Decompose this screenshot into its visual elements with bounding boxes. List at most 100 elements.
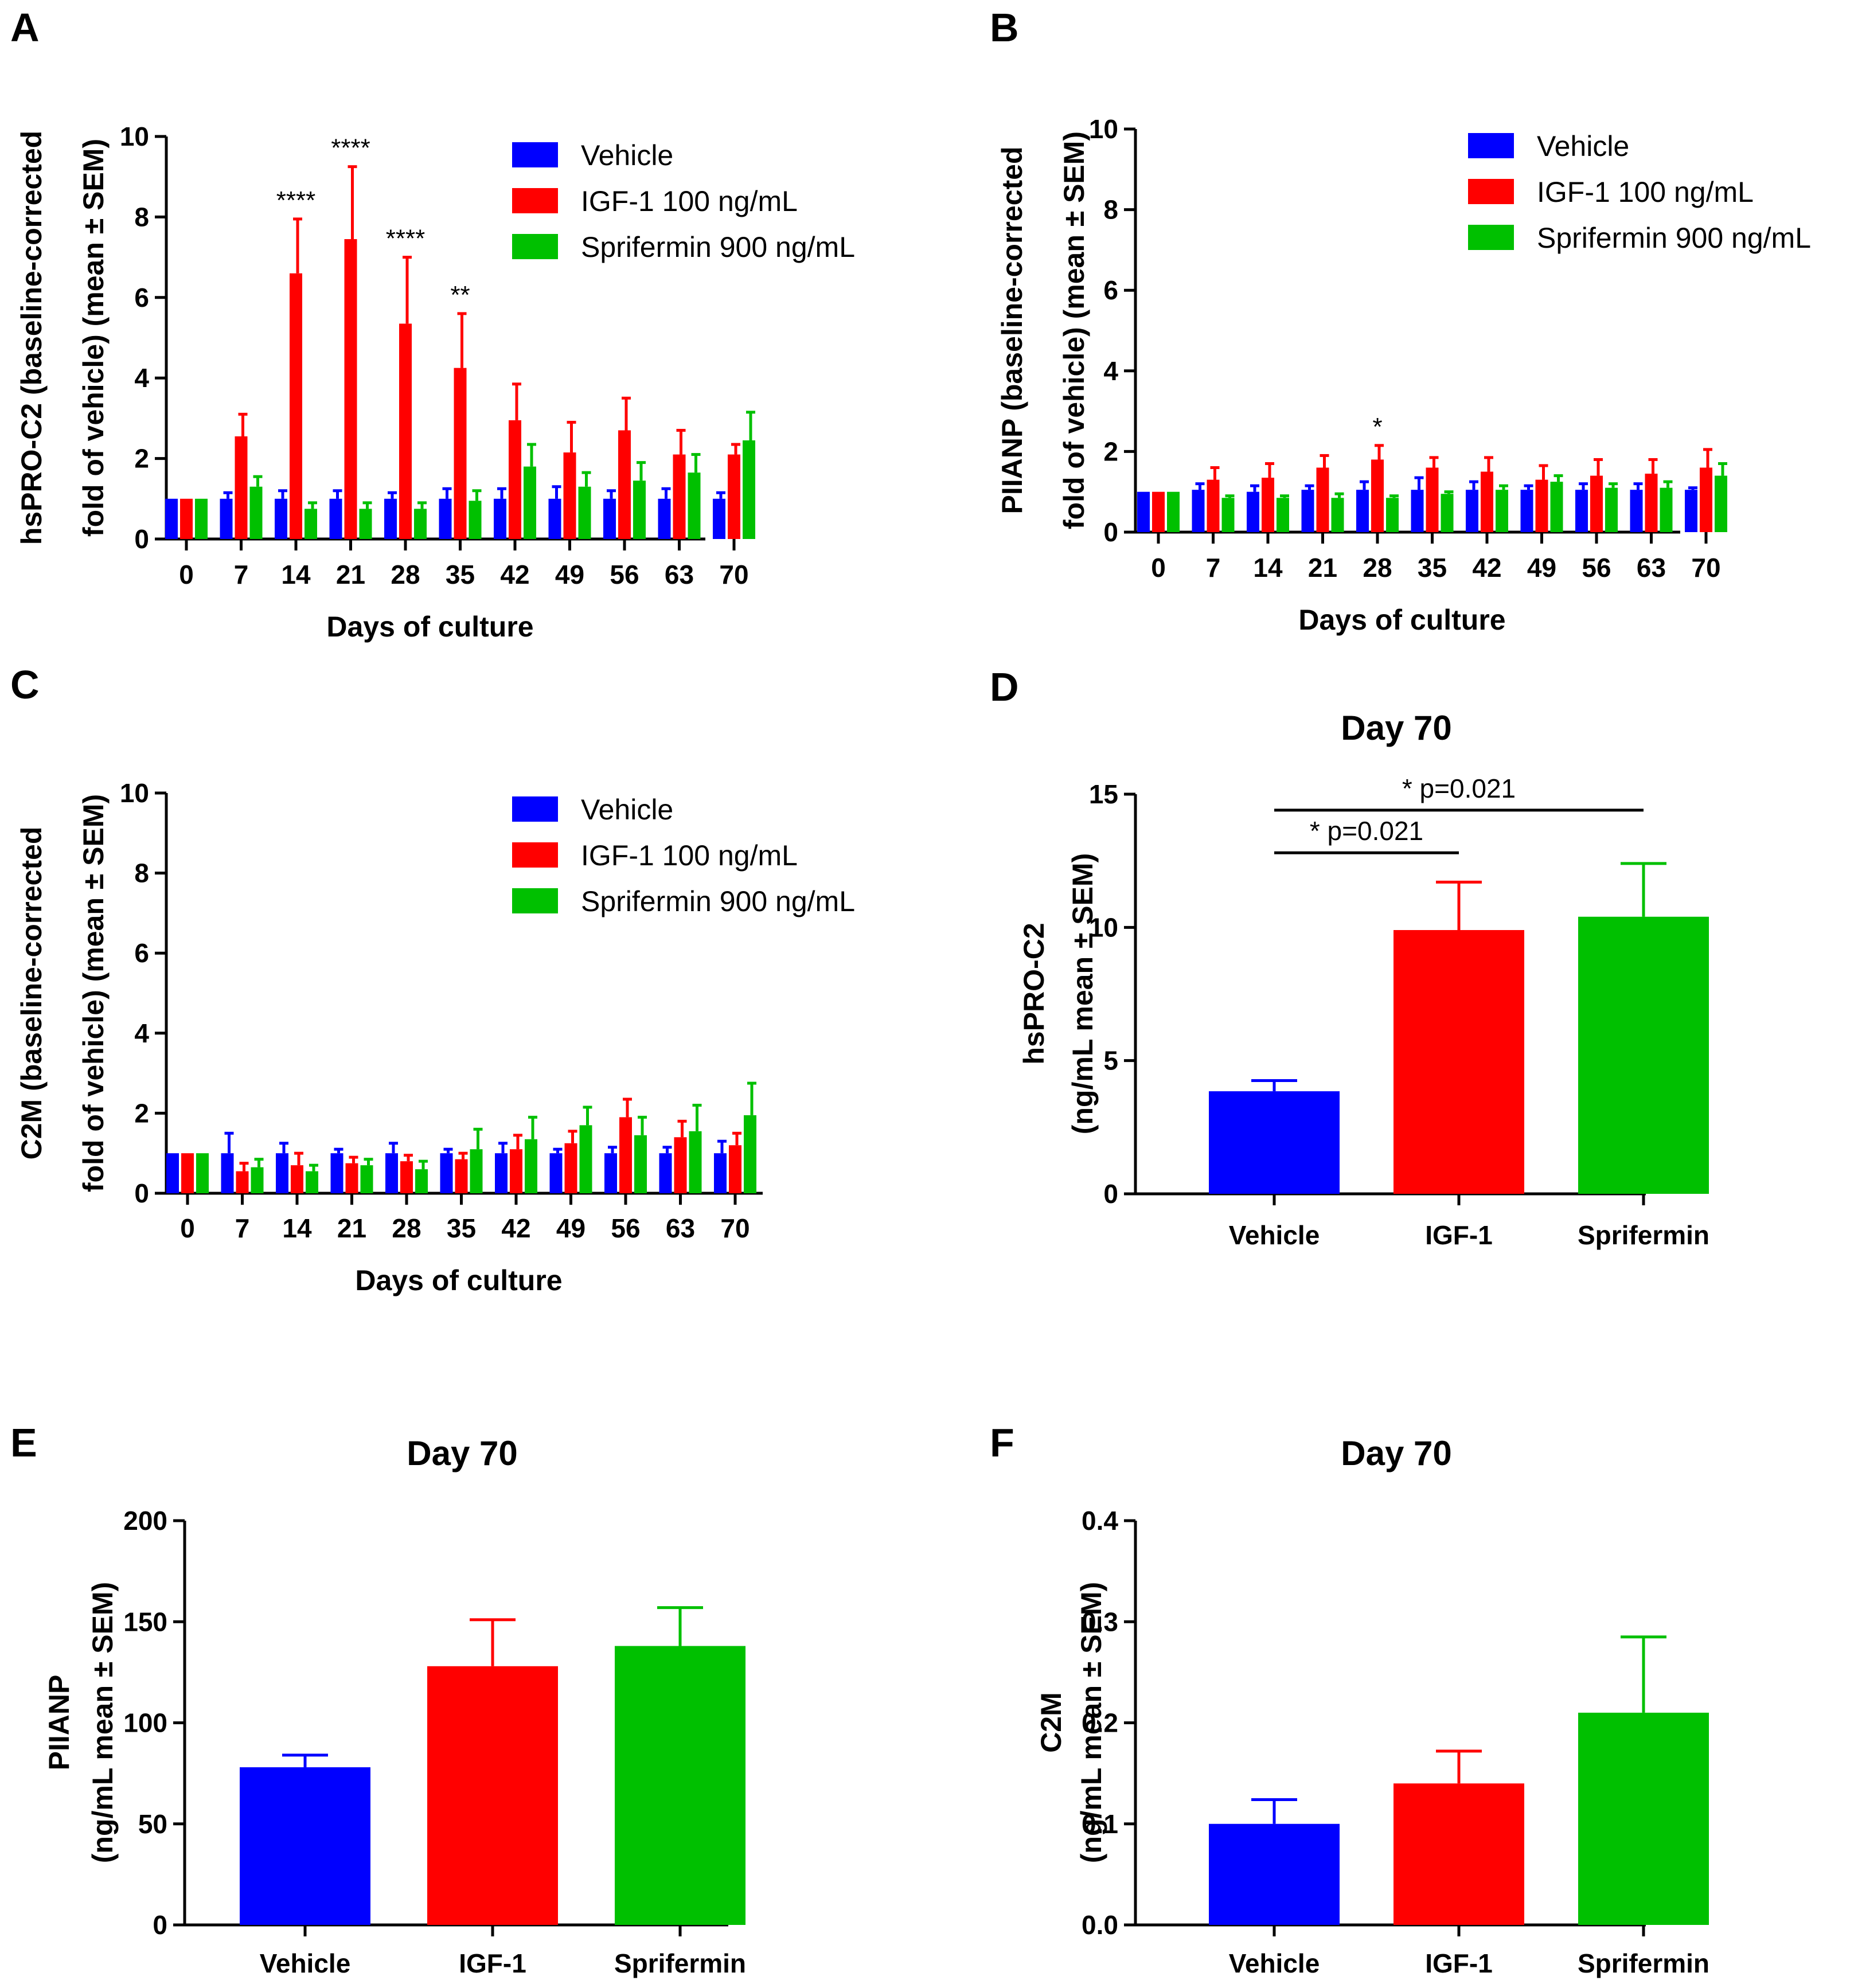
x-tick-label: Sprifermin: [1578, 1220, 1709, 1250]
y-tick-label: 6: [1103, 275, 1118, 305]
bar: [689, 1131, 702, 1193]
panel-letter: D: [990, 665, 1019, 709]
y-axis-title: C2M: [1035, 1692, 1067, 1753]
bar: [1207, 479, 1220, 532]
y-axis-title: fold of vehicle) (mean ± SEM): [1058, 131, 1090, 529]
x-tick-label: 0: [180, 1213, 195, 1243]
bar: [455, 1159, 468, 1193]
bar: [439, 498, 452, 539]
x-tick-label: 63: [1637, 553, 1666, 583]
significance-label: *: [1372, 413, 1382, 441]
bar: [275, 498, 287, 539]
y-tick-label: 150: [123, 1607, 167, 1637]
bar: [1152, 491, 1165, 532]
bar: [400, 1161, 413, 1193]
bar: [578, 486, 591, 539]
x-tick-label: 42: [1472, 553, 1501, 583]
bar: [1262, 478, 1274, 532]
x-tick-label: 7: [234, 560, 249, 589]
x-tick-label: 49: [555, 560, 584, 589]
bar: [240, 1767, 370, 1925]
bar: [713, 498, 725, 539]
y-tick-label: 200: [123, 1506, 167, 1536]
y-tick-label: 2: [134, 444, 149, 474]
bar: [1192, 490, 1205, 532]
x-axis-title: Days of culture: [326, 611, 533, 643]
x-tick-label: 49: [556, 1213, 585, 1243]
x-tick-label: 56: [1582, 553, 1611, 583]
y-tick-label: 10: [1089, 114, 1118, 144]
bar: [305, 509, 317, 539]
x-tick-label: 56: [610, 560, 639, 589]
x-tick-label: Sprifermin: [614, 1948, 746, 1978]
y-tick-label: 4: [134, 1018, 149, 1048]
bar: [1426, 467, 1439, 532]
bar: [236, 1171, 249, 1193]
y-tick-label: 0: [153, 1910, 167, 1940]
bar: [470, 1149, 483, 1193]
bar: [165, 498, 178, 539]
bar: [494, 498, 506, 539]
bar: [744, 1115, 756, 1193]
bar: [1575, 490, 1588, 532]
bar: [1715, 475, 1727, 532]
y-tick-label: 6: [134, 283, 149, 313]
y-axis-title: fold of vehicle) (mean ± SEM): [77, 794, 110, 1192]
bar: [564, 1143, 577, 1193]
y-tick-label: 0: [134, 524, 149, 554]
panel-letter: F: [990, 1420, 1014, 1465]
legend-swatch: [1468, 133, 1514, 158]
bar: [729, 1145, 741, 1193]
bar: [714, 1153, 727, 1193]
bar: [743, 440, 755, 539]
bar: [1496, 490, 1508, 532]
bar: [615, 1646, 745, 1925]
y-tick-label: 8: [134, 858, 149, 888]
x-tick-label: 21: [336, 560, 365, 589]
x-tick-label: 35: [447, 1213, 476, 1243]
bar: [1331, 498, 1344, 532]
bar: [329, 498, 342, 539]
x-tick-label: 63: [666, 1213, 695, 1243]
y-tick-label: 8: [134, 202, 149, 232]
bar: [1441, 494, 1454, 532]
legend-swatch: [512, 888, 558, 913]
y-tick-label: 5: [1103, 1046, 1118, 1076]
y-axis-title: fold of vehicle) (mean ± SEM): [77, 139, 110, 537]
bar: [251, 1167, 264, 1193]
bar: [728, 454, 740, 539]
x-tick-label: 70: [719, 560, 748, 589]
x-tick-label: Vehicle: [1229, 1220, 1320, 1250]
significance-label: ****: [386, 225, 426, 253]
x-tick-label: IGF-1: [459, 1948, 526, 1978]
x-tick-label: 56: [611, 1213, 640, 1243]
bar: [359, 509, 372, 539]
bar: [1550, 482, 1563, 532]
significance-label: **: [450, 281, 470, 309]
bar: [385, 1153, 398, 1193]
bar: [1209, 1823, 1340, 1925]
bar: [603, 498, 616, 539]
y-tick-label: 0.1: [1082, 1809, 1118, 1839]
bar: [633, 481, 646, 539]
x-tick-label: 70: [720, 1213, 750, 1243]
bar: [360, 1165, 373, 1193]
y-tick-label: 10: [120, 778, 149, 808]
x-tick-label: 42: [500, 560, 529, 589]
bar: [1301, 490, 1314, 532]
y-axis-title: hsPRO-C2: [1018, 923, 1050, 1064]
legend-label: Sprifermin 900 ng/mL: [581, 885, 855, 917]
bar: [1520, 490, 1533, 532]
bar: [235, 436, 248, 539]
bar: [290, 273, 302, 539]
y-tick-label: 0.4: [1082, 1506, 1118, 1536]
x-tick-label: 42: [501, 1213, 530, 1243]
bar: [495, 1153, 508, 1193]
bar: [688, 472, 701, 539]
bar: [221, 1153, 234, 1193]
y-tick-label: 8: [1103, 195, 1118, 225]
bar: [674, 1137, 687, 1193]
panel-letter: B: [990, 5, 1019, 50]
panel-letter: E: [10, 1420, 37, 1465]
